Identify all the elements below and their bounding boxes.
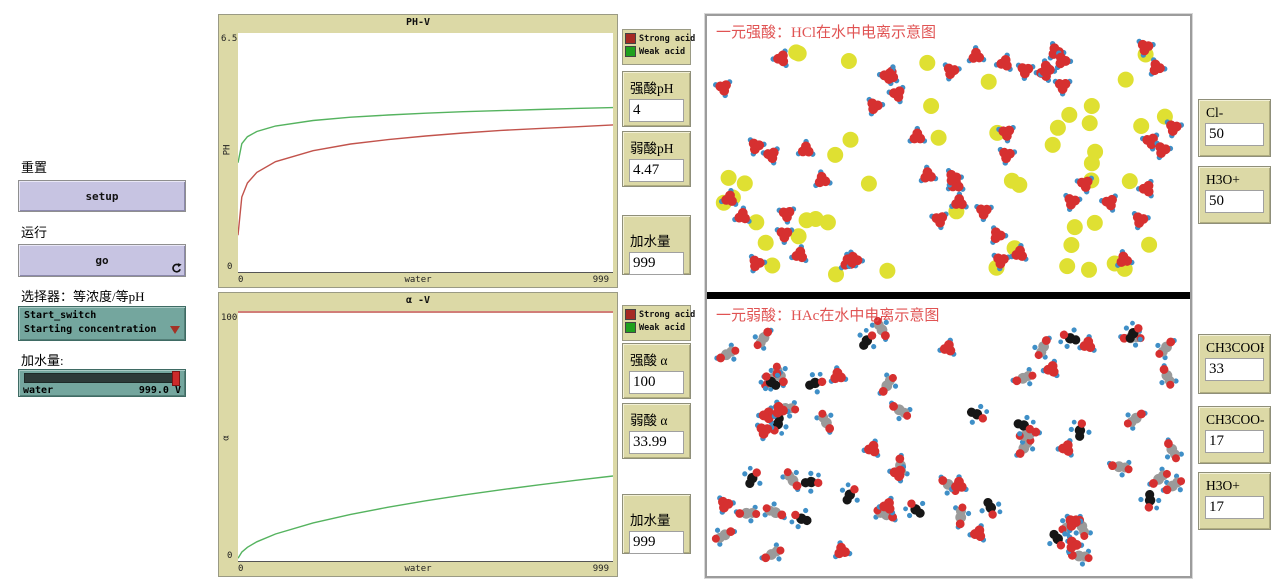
weak-acid-swatch-icon — [625, 322, 636, 333]
world-divider — [707, 292, 1190, 299]
alpha-xmin-label: 0 — [238, 564, 244, 574]
strong-acid-world-title: 一元强酸：HCl在水中电离示意图 — [716, 25, 937, 41]
water-added-monitor-2: 加水量 999 — [622, 494, 691, 554]
alpha-xmax-label: 999 — [592, 564, 609, 574]
strong-acid-swatch-icon — [625, 309, 636, 320]
monitor-value: 33 — [1205, 358, 1264, 381]
alpha-plot-canvas — [238, 311, 613, 559]
monitor-label: 弱酸 α — [630, 413, 668, 428]
ph-plot-canvas — [238, 106, 613, 236]
monitor-value: 4 — [629, 99, 684, 122]
ph-xaxis-label: water — [404, 275, 432, 285]
ch3cooh-monitor: CH3COOH 33 — [1198, 334, 1271, 394]
slider-handle[interactable] — [172, 371, 180, 386]
monitor-value: 17 — [1205, 496, 1264, 519]
slider-track[interactable] — [24, 371, 180, 386]
monitor-value: 100 — [629, 371, 684, 394]
legend-weak-acid: Weak acid — [639, 322, 686, 333]
alpha-ymin-label: 0 — [227, 551, 233, 561]
weak-acid-particles — [711, 316, 1186, 567]
slider-label: 加水量: — [21, 353, 64, 368]
weak-acid-world: 一元弱酸：HAc在水中电离示意图 — [707, 299, 1190, 576]
chooser-dropdown-icon[interactable] — [170, 325, 180, 334]
alpha-plot-legend: Strong acid Weak acid — [622, 305, 695, 341]
chooser-label: 选择器：等浓度/等pH — [21, 289, 145, 304]
chooser-name: Start_switch — [24, 310, 97, 321]
weak-acid-world-title: 一元弱酸：HAc在水中电离示意图 — [716, 308, 940, 324]
alpha-ymax-label: 100 — [221, 313, 238, 323]
ph-plot-title: PH-V — [405, 17, 431, 28]
run-label: 运行 — [21, 225, 48, 240]
strong-acid-ph-monitor: 强酸pH 4 — [622, 71, 691, 127]
world-view: 一元强酸：HCl在水中电离示意图 一元弱酸：HAc在水中电离示意图 — [705, 14, 1192, 578]
slider-name: water — [23, 385, 54, 396]
monitor-value: 50 — [1205, 123, 1264, 146]
ph-ymax-label: 6.5 — [221, 34, 238, 44]
water-added-monitor-1: 加水量 999 — [622, 215, 691, 275]
weak-acid-ph-monitor: 弱酸pH 4.47 — [622, 131, 691, 187]
ph-xmax-label: 999 — [592, 275, 609, 285]
ph-yaxis-label: PH — [222, 144, 233, 156]
h3o-plus-monitor-strong: H3O+ 50 — [1198, 166, 1271, 224]
weak-acid-swatch-icon — [625, 46, 636, 57]
slider-value: 999.0 V — [138, 385, 181, 396]
strong-acid-particles — [713, 38, 1184, 283]
monitor-label: H3O+ — [1206, 478, 1240, 493]
alpha-plot-title: α -V — [405, 295, 431, 306]
forever-icon — [172, 263, 182, 273]
monitor-value: 17 — [1205, 430, 1264, 453]
monitor-value: 50 — [1205, 190, 1264, 213]
monitor-value: 33.99 — [629, 431, 684, 454]
legend-strong-acid: Strong acid — [639, 33, 696, 44]
alpha-xaxis-label: water — [404, 564, 432, 574]
monitor-value: 999 — [629, 252, 684, 275]
cl-minus-monitor: Cl- 50 — [1198, 99, 1271, 157]
legend-weak-acid: Weak acid — [639, 46, 686, 57]
go-button-label: go — [95, 254, 109, 267]
ph-plot-area — [238, 33, 613, 273]
h3o-plus-monitor-weak: H3O+ 17 — [1198, 472, 1271, 530]
monitor-value: 999 — [629, 531, 684, 554]
monitor-label: 加水量 — [630, 234, 671, 249]
strong-acid-alpha-monitor: 强酸 α 100 — [622, 343, 691, 399]
strong-acid-swatch-icon — [625, 33, 636, 44]
weak-acid-alpha-monitor: 弱酸 α 33.99 — [622, 403, 691, 459]
alpha-plot-area — [238, 311, 613, 562]
monitor-label: 加水量 — [630, 513, 671, 528]
ph-plot-legend: Strong acid Weak acid — [622, 29, 695, 65]
ph-ymin-label: 0 — [227, 262, 233, 272]
alpha-plot: α -V 100 α 0 0 water 999 — [218, 292, 618, 577]
start-switch-chooser[interactable]: Start_switch Starting concentration — [18, 306, 186, 341]
monitor-label: CH3COO- — [1206, 412, 1264, 427]
ph-xmin-label: 0 — [238, 275, 244, 285]
water-slider[interactable]: water 999.0 V — [18, 369, 186, 397]
monitor-label: Cl- — [1206, 105, 1224, 120]
alpha-yaxis-label: α — [221, 435, 232, 441]
monitor-label: H3O+ — [1206, 172, 1240, 187]
setup-button[interactable]: setup — [18, 180, 186, 212]
setup-button-label: setup — [85, 189, 119, 203]
ph-plot: PH-V 6.5 PH 0 0 water 999 — [218, 14, 618, 288]
ch3coo-minus-monitor: CH3COO- 17 — [1198, 406, 1271, 464]
monitor-label: 强酸pH — [630, 81, 674, 96]
go-button[interactable]: go — [18, 244, 186, 277]
legend-strong-acid: Strong acid — [639, 309, 696, 320]
monitor-label: 强酸 α — [630, 353, 668, 368]
monitor-label: CH3COOH — [1206, 340, 1264, 355]
strong-acid-world: 一元强酸：HCl在水中电离示意图 — [707, 16, 1190, 292]
reset-label: 重置 — [21, 160, 48, 175]
chooser-selected-value: Starting concentration — [24, 324, 157, 335]
monitor-value: 4.47 — [629, 159, 684, 182]
monitor-label: 弱酸pH — [630, 141, 674, 156]
